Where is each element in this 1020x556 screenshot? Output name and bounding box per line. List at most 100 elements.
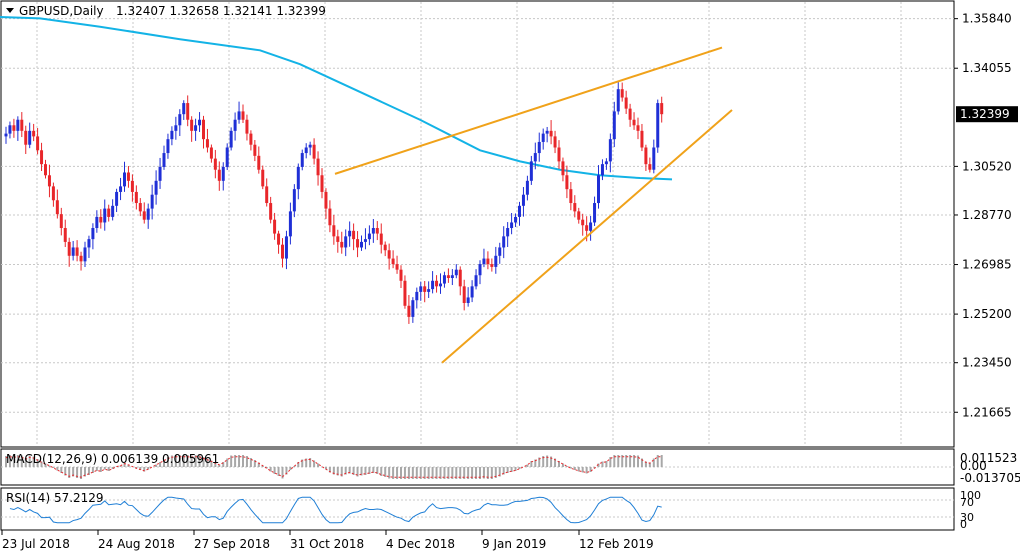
candle-body — [190, 119, 194, 131]
candle-body — [4, 133, 8, 137]
candle-body — [154, 180, 158, 195]
candle-body — [150, 194, 154, 209]
candle-body — [8, 125, 12, 134]
candle-body — [47, 175, 51, 187]
candle-body — [166, 139, 170, 154]
candle-body — [107, 208, 111, 217]
candle-body — [537, 141, 541, 154]
candle-body — [138, 203, 142, 212]
candle-body — [442, 275, 446, 284]
candle-body — [462, 286, 466, 303]
rsi-label: RSI(14) 57.2129 — [6, 491, 104, 505]
candle-body — [130, 180, 134, 192]
candle-body — [312, 144, 316, 159]
candle-body — [59, 214, 63, 229]
candle-body — [474, 275, 478, 287]
candle-body — [182, 103, 186, 115]
price-tick-label: 1.23450 — [962, 356, 1012, 370]
candle-body — [356, 239, 360, 248]
main-panel-frame — [0, 0, 955, 448]
candle-body — [20, 119, 24, 131]
rsi-tick-0: 0 — [960, 518, 967, 531]
candle-body — [446, 275, 450, 279]
trendlines — [334, 46, 733, 364]
candle-body — [604, 161, 608, 165]
candle-body — [640, 130, 644, 148]
candle-body — [205, 139, 209, 148]
candle-body — [186, 103, 190, 120]
price-tick-label: 1.30520 — [962, 159, 1012, 173]
candle-body — [174, 125, 178, 131]
rsi-panel-frame — [0, 487, 955, 531]
candle-body — [115, 191, 119, 206]
candle-body — [419, 286, 423, 292]
candle-body — [273, 219, 277, 234]
candle-body — [75, 247, 79, 256]
candle-body — [233, 119, 237, 131]
symbol-label: GBPUSD,Daily — [19, 4, 104, 18]
candle-body — [506, 228, 510, 237]
candle-body — [435, 280, 439, 287]
candle-body — [565, 175, 569, 190]
candle-body — [486, 258, 490, 265]
candle-body — [324, 191, 328, 209]
candle-body — [589, 222, 593, 231]
rsi-tick-30: 30 — [960, 511, 974, 524]
candle-body — [158, 166, 162, 181]
candle-body — [32, 130, 36, 137]
candle-body — [83, 247, 87, 262]
time-axis: 23 Jul 2018 24 Aug 2018 27 Sep 2018 31 Oct … — [1, 530, 654, 551]
ma-200-line — [0, 15, 673, 181]
candle-body — [348, 230, 352, 237]
candle-body — [67, 241, 71, 256]
candle-body — [332, 225, 336, 237]
candle-body — [490, 264, 494, 267]
price-tick-label: 1.28770 — [962, 208, 1012, 222]
candle-body — [514, 216, 518, 223]
time-tick-label: 27 Sep 2018 — [194, 537, 270, 551]
trendline — [334, 46, 723, 175]
candle-body — [257, 155, 261, 170]
candle-body — [660, 103, 664, 115]
candle-body — [549, 130, 553, 137]
candle-body — [363, 239, 367, 242]
candle-body — [55, 200, 59, 215]
candle-body — [383, 244, 387, 251]
candle-body — [241, 111, 245, 120]
candle-body — [261, 169, 265, 187]
macd-signal-line — [5, 456, 662, 478]
candle-body — [541, 133, 545, 142]
candle-body — [300, 153, 304, 167]
price-tick-label: 1.25200 — [962, 307, 1012, 321]
time-tick-label: 12 Feb 2019 — [579, 537, 654, 551]
candle-body — [63, 228, 67, 242]
candle-body — [387, 250, 391, 259]
chevron-down-icon[interactable] — [6, 8, 14, 13]
time-tick-label: 24 Aug 2018 — [98, 537, 175, 551]
time-tick-label: 4 Dec 2018 — [386, 537, 455, 551]
candle-body — [340, 241, 344, 248]
candle-body — [87, 239, 91, 248]
candle-body — [415, 291, 419, 301]
candle-body — [628, 108, 632, 120]
candle-body — [360, 241, 363, 248]
candle-body — [24, 130, 28, 145]
candle-body — [308, 144, 312, 148]
candle-body — [229, 130, 233, 148]
candle-body — [146, 208, 150, 220]
candle-body — [202, 119, 205, 140]
candle-body — [316, 158, 320, 176]
candle-body — [134, 191, 138, 204]
candle-body — [518, 205, 521, 217]
candle-body — [620, 89, 624, 98]
candle-body — [494, 255, 498, 267]
candle-body — [632, 119, 636, 126]
candle-body — [521, 194, 525, 206]
time-tick-label: 31 Oct 2018 — [290, 537, 364, 551]
candle-body — [569, 189, 573, 204]
last-price-box — [956, 106, 1018, 123]
candle-body — [119, 186, 123, 192]
candle-body — [194, 125, 198, 131]
candle-body — [213, 158, 217, 170]
candle-body — [71, 247, 75, 256]
